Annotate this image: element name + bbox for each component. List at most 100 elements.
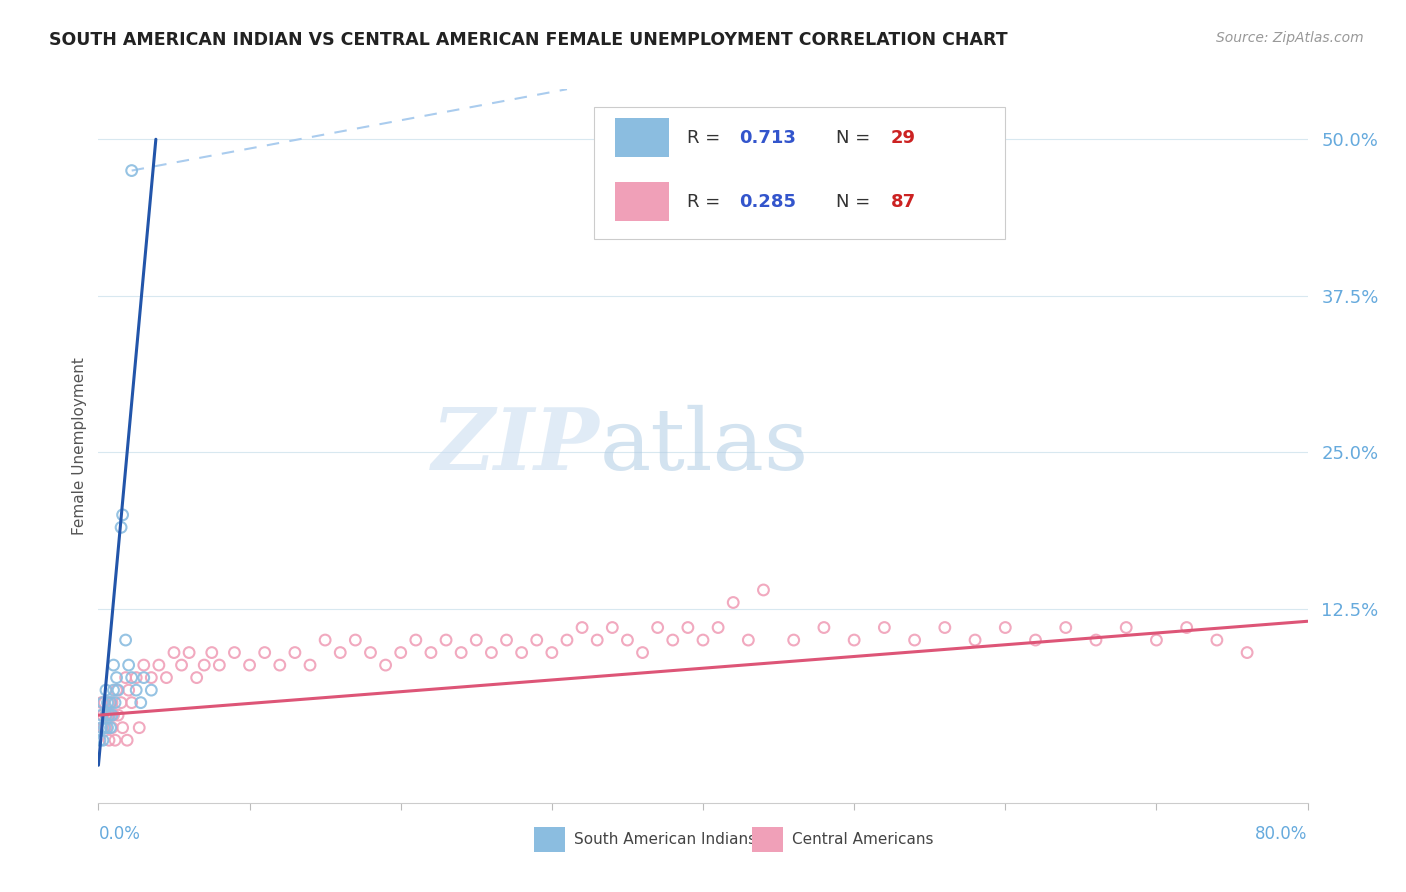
Point [329,646,352,660]
Text: Source: ZipAtlas.com: Source: ZipAtlas.com [1216,31,1364,45]
Point [118,658,141,673]
Point [104,733,127,747]
Point [103,683,125,698]
Point [526,633,548,648]
Point [737,633,759,648]
Point [201,646,224,660]
Point [844,633,866,648]
Point [132,671,155,685]
Text: ZIP: ZIP [433,404,600,488]
Text: R =: R = [688,128,727,146]
Point [98,696,121,710]
Point [284,646,307,660]
Point [96,721,118,735]
Point [707,621,730,635]
Point [114,633,136,648]
Point [155,671,177,685]
Point [904,633,927,648]
Point [661,633,683,648]
Point [141,671,163,685]
Point [111,508,134,522]
Point [450,646,472,660]
FancyBboxPatch shape [614,118,669,157]
Point [540,646,562,660]
Point [91,708,114,723]
Point [107,683,129,698]
Text: 29: 29 [890,128,915,146]
Point [647,621,669,635]
Point [1236,646,1258,660]
Point [481,646,503,660]
Point [118,683,141,698]
Point [105,671,128,685]
Point [100,721,122,735]
Point [128,721,150,735]
Point [586,633,609,648]
Text: 0.0%: 0.0% [98,825,141,843]
Point [1054,621,1077,635]
Point [91,733,114,747]
Point [177,646,201,660]
Point [98,733,121,747]
Point [107,708,129,723]
Text: atlas: atlas [600,404,810,488]
Point [115,733,138,747]
Point [93,696,115,710]
Point [269,658,291,673]
Point [434,633,457,648]
Point [239,658,262,673]
Point [1206,633,1229,648]
Point [360,646,382,660]
Point [721,595,744,609]
Point [419,646,441,660]
Point [253,646,276,660]
Text: 80.0%: 80.0% [1256,825,1308,843]
Point [170,658,193,673]
Point [90,708,112,723]
Point [692,633,714,648]
Point [994,621,1017,635]
Point [782,633,804,648]
Point [103,708,125,723]
Point [94,683,117,698]
Point [616,633,638,648]
Point [94,708,117,723]
Point [1024,633,1046,648]
Point [101,721,124,735]
Point [163,646,186,660]
Point [96,708,118,723]
Point [98,708,121,723]
Point [111,721,134,735]
Point [100,696,122,710]
Point [105,683,128,698]
Point [132,658,155,673]
Point [91,696,114,710]
Point [676,621,699,635]
Text: South American Indians: South American Indians [574,832,756,847]
Text: N =: N = [837,193,876,211]
Point [125,671,148,685]
Point [752,582,775,597]
Point [374,658,396,673]
Text: 87: 87 [890,193,915,211]
Point [813,621,835,635]
Point [141,683,163,698]
FancyBboxPatch shape [595,107,1005,239]
Point [121,163,143,178]
Point [91,721,114,735]
Point [121,671,143,685]
Point [148,658,170,673]
Point [465,633,488,648]
Point [314,633,336,648]
Point [103,658,125,673]
Point [405,633,427,648]
Point [90,721,112,735]
Point [101,696,124,710]
Point [1115,621,1137,635]
Point [631,646,654,660]
Point [208,658,231,673]
Point [1085,633,1108,648]
Point [602,621,624,635]
Point [186,671,208,685]
Point [101,708,124,723]
